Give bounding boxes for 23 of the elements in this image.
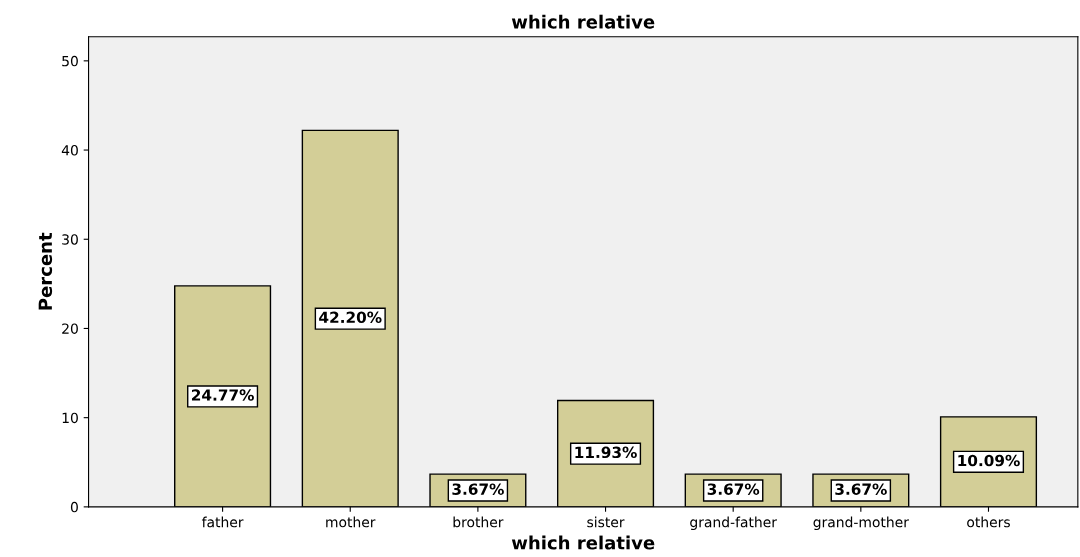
y-tick-label: 10	[62, 412, 78, 424]
x-tick-label: father	[201, 516, 244, 528]
y-axis-title: Percent	[38, 232, 53, 310]
data-label: 11.93%	[575, 446, 637, 459]
data-label: 42.20%	[319, 311, 382, 324]
y-tick-label: 20	[62, 323, 78, 334]
chart-title: which relative	[511, 14, 655, 29]
x-tick-label: brother	[453, 516, 504, 528]
y-tick-label: 30	[62, 234, 78, 245]
x-tick-label: grand-mother	[813, 516, 909, 531]
data-label: 3.67%	[707, 483, 760, 495]
data-label: 24.77%	[191, 389, 254, 401]
x-axis-title: which relative	[511, 535, 655, 550]
x-tick-label: grand-father	[690, 516, 777, 531]
data-label: 3.67%	[835, 483, 887, 495]
x-tick-label: mother	[326, 516, 376, 528]
data-label: 10.09%	[958, 454, 1020, 467]
y-tick-label: 0	[70, 501, 78, 513]
x-tick-label: others	[967, 516, 1010, 528]
x-tick-label: sister	[587, 516, 625, 528]
y-tick-label: 50	[62, 55, 78, 67]
y-tick-label: 40	[61, 145, 78, 156]
data-label: 3.67%	[452, 483, 504, 495]
